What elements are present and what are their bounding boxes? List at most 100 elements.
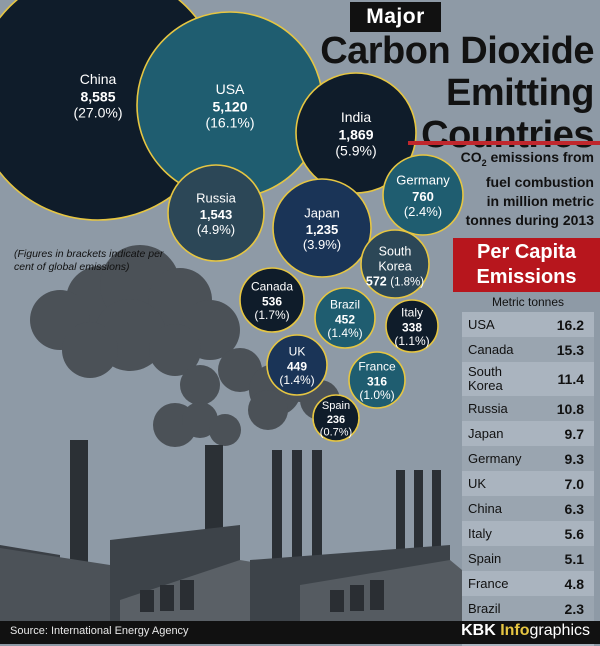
chart-subtitle: CO2 emissions from fuel combustion in mi… bbox=[430, 148, 594, 230]
table-country-russia: Russia bbox=[468, 401, 508, 416]
chimneys bbox=[70, 440, 441, 590]
table-value-france: 4.8 bbox=[564, 575, 584, 592]
table-row-usa: USA 16.2 bbox=[462, 312, 594, 337]
title-line-2: Emitting bbox=[446, 72, 594, 114]
source-text: Source: International Energy Agency bbox=[10, 625, 189, 637]
bubble-share-japan: (3.9%) bbox=[303, 237, 341, 252]
bubble-circle-canada bbox=[239, 267, 305, 333]
subtitle-line-2: fuel combustion bbox=[485, 173, 594, 190]
bubble-value-usa: 5,120 bbox=[212, 98, 247, 114]
table-country-germany: Germany bbox=[468, 451, 522, 466]
bubble-share-canada: (1.7%) bbox=[254, 308, 289, 322]
bubble-label-france: France bbox=[358, 359, 396, 373]
table-row-south-korea: South Korea 11.4 bbox=[462, 362, 594, 396]
bubble-value-italy: 338 bbox=[402, 320, 422, 334]
bubble-circle-russia bbox=[167, 164, 265, 262]
table-row-brazil: Brazil 2.3 bbox=[462, 596, 594, 621]
per-capita-unit: Metric tonnes bbox=[491, 295, 565, 309]
bubble-share-uk: (1.4%) bbox=[279, 373, 314, 387]
table-country-japan: Japan bbox=[468, 426, 504, 441]
table-row-china: China 6.3 bbox=[462, 496, 594, 521]
bubble-value-china: 8,585 bbox=[80, 88, 115, 104]
factory bbox=[0, 525, 462, 621]
table-row-france: France 4.8 bbox=[462, 571, 594, 596]
per-capita-title-2: Emissions bbox=[476, 266, 577, 288]
bubble-share-spain: (0.7%) bbox=[320, 427, 352, 439]
bubble-circle-italy bbox=[385, 299, 439, 353]
bubble-label-india: India bbox=[341, 109, 372, 125]
table-value-south-korea: 11.4 bbox=[557, 371, 584, 387]
bubble-value-spain: 236 bbox=[327, 414, 345, 426]
table-country-spain: Spain bbox=[468, 551, 502, 566]
table-value-italy: 5.6 bbox=[564, 525, 584, 542]
table-value-germany: 9.3 bbox=[564, 450, 584, 467]
bubble-value-germany: 760 bbox=[412, 189, 434, 204]
subtitle-line-3: in million metric bbox=[486, 192, 594, 209]
table-country-brazil: Brazil bbox=[468, 601, 501, 616]
table-row-japan: Japan 9.7 bbox=[462, 421, 594, 446]
table-row-spain: Spain 5.1 bbox=[462, 546, 594, 571]
bubble-value-india: 1,869 bbox=[338, 126, 373, 142]
bubble-value-brazil: 452 bbox=[335, 312, 355, 326]
table-country-canada: Canada bbox=[468, 342, 514, 357]
bubble-share-russia: (4.9%) bbox=[197, 222, 235, 237]
bubble-label-south-korea: South bbox=[379, 244, 412, 258]
subtitle-rule bbox=[408, 141, 600, 145]
bubble-share-india: (5.9%) bbox=[335, 142, 376, 158]
table-value-uk: 7.0 bbox=[564, 475, 584, 492]
table-country-france: France bbox=[468, 576, 509, 591]
per-capita-rows: USA 16.2 Canada 15.3 South Korea 11.4 Russia 10.… bbox=[462, 312, 594, 646]
table-value-spain: 5.1 bbox=[564, 550, 584, 567]
table-value-japan: 9.7 bbox=[564, 425, 584, 442]
bubble-share-china: (27.0%) bbox=[73, 104, 122, 120]
per-capita-table: Metric tonnes USA 16.2 Canada 15.3 South Kore… bbox=[462, 292, 594, 646]
table-row-uk: UK 7.0 bbox=[462, 471, 594, 496]
table-value-canada: 15.3 bbox=[556, 341, 584, 358]
bubble-label-spain: Spain bbox=[322, 400, 350, 412]
smoke-clouds bbox=[30, 245, 340, 447]
bubble-circle-brazil bbox=[314, 287, 376, 349]
bubble-share-brazil: (1.4%) bbox=[327, 326, 362, 340]
bubble-circle-uk bbox=[266, 334, 328, 396]
bubble-share-france: (1.0%) bbox=[359, 388, 394, 402]
bubble-label-russia: Russia bbox=[196, 191, 237, 206]
per-capita-title-1: Per Capita bbox=[477, 241, 576, 263]
bubble-circle-spain bbox=[312, 394, 360, 442]
bubble-circle-germany bbox=[382, 154, 464, 236]
subtitle-line-1: CO2 emissions from bbox=[460, 149, 594, 168]
table-value-brazil: 2.3 bbox=[564, 600, 584, 617]
bubble-label-south-korea: Korea bbox=[378, 259, 411, 273]
bubble-label-usa: USA bbox=[216, 81, 245, 97]
title-line-1: Carbon Dioxide bbox=[320, 30, 594, 72]
per-capita-header: Per Capita Emissions bbox=[453, 238, 600, 292]
bubble-circle-japan bbox=[272, 178, 372, 278]
figures-note: (Figures in brackets indicate per cent o… bbox=[14, 248, 164, 273]
bubble-share-usa: (16.1%) bbox=[205, 114, 254, 130]
bubble-label-japan: Japan bbox=[304, 206, 339, 221]
title-line-3: Countries bbox=[421, 114, 594, 156]
bubble-value-japan: 1,235 bbox=[306, 222, 339, 237]
bubble-value-south-korea: 572 (1.8%) bbox=[366, 274, 424, 288]
table-country-china: China bbox=[468, 501, 502, 516]
title-kicker: Major bbox=[350, 2, 441, 32]
table-row-italy: Italy 5.6 bbox=[462, 521, 594, 546]
footer-bar bbox=[0, 621, 600, 644]
bubble-label-uk: UK bbox=[289, 344, 306, 358]
table-row-germany: Germany 9.3 bbox=[462, 446, 594, 471]
table-country-usa: USA bbox=[468, 317, 495, 332]
table-value-china: 6.3 bbox=[564, 500, 584, 517]
chart-title: Carbon Dioxide Emitting Countries bbox=[300, 30, 594, 156]
table-row-russia: Russia 10.8 bbox=[462, 396, 594, 421]
subtitle-line-4: tonnes during 2013 bbox=[465, 211, 594, 228]
bubble-circle-south-korea bbox=[360, 229, 430, 299]
bubble-value-canada: 536 bbox=[262, 294, 282, 308]
